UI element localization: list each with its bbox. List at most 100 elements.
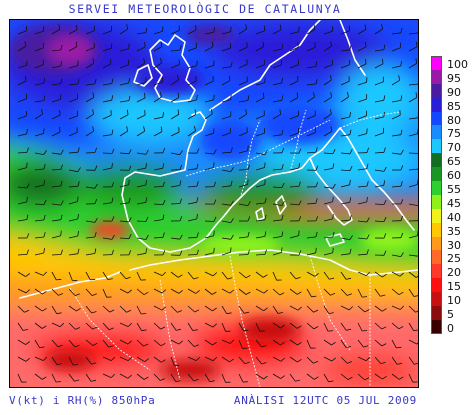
wind-barb-feather bbox=[349, 197, 352, 203]
wind-barb-feather bbox=[192, 329, 198, 331]
wind-barb bbox=[408, 254, 418, 257]
wind-barb bbox=[85, 356, 92, 365]
wind-barb bbox=[391, 185, 402, 188]
wind-barb bbox=[391, 356, 398, 365]
wind-barb-feather bbox=[196, 148, 200, 154]
wind-barb bbox=[306, 373, 315, 380]
wind-barb bbox=[119, 48, 129, 52]
wind-barb-feather bbox=[213, 181, 216, 187]
wind-barb bbox=[289, 167, 299, 171]
wind-barb bbox=[255, 236, 265, 239]
wind-barb-feather bbox=[111, 163, 113, 169]
wind-barb bbox=[85, 305, 92, 314]
wind-barb bbox=[323, 186, 333, 189]
wind-barb bbox=[306, 132, 316, 137]
wind-barb bbox=[357, 271, 367, 276]
wind-barb bbox=[408, 305, 416, 313]
wind-barb bbox=[187, 99, 197, 103]
wind-barb bbox=[153, 186, 164, 188]
wind-barb-feather bbox=[349, 129, 352, 135]
wind-barb-feather bbox=[281, 77, 283, 83]
wind-barb bbox=[255, 184, 265, 188]
wind-barb bbox=[357, 81, 367, 86]
wind-barb bbox=[204, 113, 213, 120]
wind-barb-feather bbox=[366, 196, 368, 202]
legend-swatch bbox=[431, 292, 442, 307]
wind-barb-feather bbox=[212, 272, 218, 277]
wind-barb bbox=[17, 186, 27, 189]
wind-barb bbox=[34, 113, 43, 120]
wind-barb-feather bbox=[263, 375, 268, 380]
wind-barb bbox=[340, 152, 351, 155]
wind-barb-feather bbox=[77, 78, 80, 85]
wind-barb-feather bbox=[297, 306, 302, 311]
wind-barb bbox=[221, 251, 231, 256]
wind-barb-feather bbox=[125, 276, 131, 280]
wind-barb bbox=[102, 134, 112, 137]
wind-barb-feather bbox=[127, 340, 132, 345]
wind-barb-feather bbox=[60, 164, 63, 170]
wind-barb-feather bbox=[212, 41, 214, 47]
wind-barb-feather bbox=[160, 326, 166, 330]
wind-barb bbox=[102, 271, 109, 280]
wind-barb bbox=[306, 202, 317, 205]
wind-barb-feather bbox=[128, 179, 130, 185]
wind-barb bbox=[408, 339, 418, 345]
wind-barb-feather bbox=[143, 343, 149, 347]
wind-barb-feather bbox=[110, 373, 116, 378]
wind-barb-feather bbox=[143, 376, 149, 380]
wind-barb bbox=[289, 339, 298, 346]
wind-barb-feather bbox=[75, 41, 78, 47]
wind-barb bbox=[68, 201, 78, 205]
wind-barb bbox=[187, 254, 198, 256]
wind-barb-feather bbox=[91, 379, 97, 382]
wind-barb-feather bbox=[57, 344, 63, 348]
wind-barb bbox=[306, 252, 316, 256]
wind-barb bbox=[34, 322, 43, 329]
wind-barb bbox=[153, 288, 163, 294]
wind-barb bbox=[51, 152, 61, 155]
wind-barb bbox=[255, 271, 264, 278]
wind-barb-feather bbox=[144, 92, 146, 98]
wind-barb-feather bbox=[162, 163, 165, 169]
wind-barb bbox=[238, 271, 247, 279]
wind-barb-feather bbox=[296, 325, 302, 329]
wind-barb bbox=[238, 322, 244, 332]
wind-barb bbox=[119, 305, 127, 313]
legend-swatch bbox=[431, 97, 442, 112]
wind-barb-feather bbox=[413, 329, 418, 332]
wind-barb bbox=[357, 220, 367, 223]
wind-barb-feather bbox=[195, 289, 200, 294]
wind-barb bbox=[391, 373, 400, 380]
wind-barb-feather bbox=[328, 312, 334, 314]
legend-swatch bbox=[431, 111, 442, 126]
wind-barb-feather bbox=[383, 44, 386, 50]
wind-barb-feather bbox=[94, 183, 98, 189]
legend-label: 85 bbox=[447, 99, 461, 113]
wind-barb-feather bbox=[42, 307, 47, 312]
wind-barb bbox=[85, 83, 95, 86]
wind-barb bbox=[204, 99, 214, 103]
wind-barb bbox=[136, 82, 146, 86]
wind-barb-feather bbox=[244, 311, 250, 314]
wind-barb-feather bbox=[349, 179, 351, 185]
wind-barb bbox=[255, 132, 265, 137]
wind-barb bbox=[238, 46, 248, 52]
wind-barb bbox=[170, 288, 179, 294]
wind-barb bbox=[153, 373, 161, 381]
wind-barb-feather bbox=[26, 214, 29, 220]
wind-barb-feather bbox=[346, 277, 352, 280]
wind-barb-feather bbox=[213, 94, 215, 100]
wind-barb bbox=[289, 64, 299, 69]
wind-barb-feather bbox=[297, 341, 302, 346]
wind-barb bbox=[170, 237, 180, 240]
wind-barb-feather bbox=[349, 215, 352, 221]
wind-barb-feather bbox=[382, 375, 387, 380]
wind-barb bbox=[136, 202, 146, 205]
wind-barb bbox=[102, 339, 109, 348]
wind-barb bbox=[85, 47, 95, 52]
wind-barb bbox=[102, 114, 112, 120]
wind-barb bbox=[289, 305, 299, 311]
wind-barb-feather bbox=[383, 95, 386, 101]
wind-barb bbox=[340, 80, 350, 86]
